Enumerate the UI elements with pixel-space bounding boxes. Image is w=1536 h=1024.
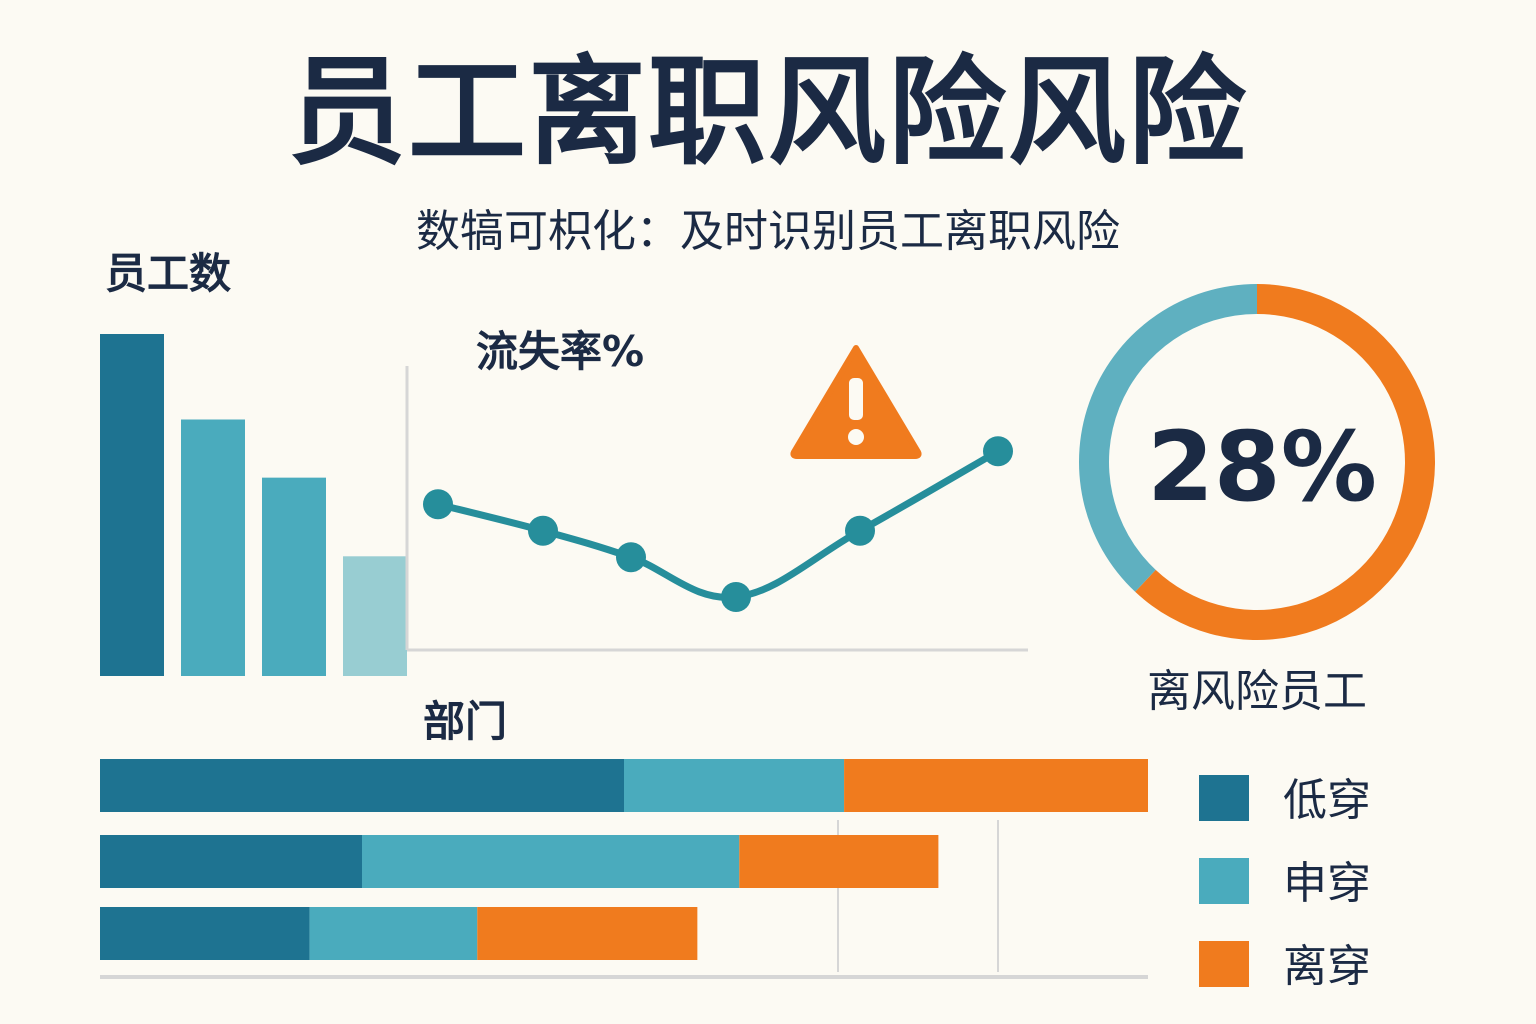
- line-point: [721, 582, 751, 612]
- donut-center-value: 28%: [1147, 411, 1377, 523]
- line-point: [983, 436, 1013, 467]
- hbar-segment: [309, 907, 478, 960]
- legend: 低穿 申穿 离穿: [1199, 775, 1371, 992]
- turnover-rate-chart: 流失率%: [405, 327, 1028, 652]
- hbar-segment: [100, 759, 624, 812]
- employee-count-chart: 员工数: [100, 249, 407, 676]
- legend-swatch-low: [1199, 775, 1249, 821]
- warning-triangle-icon: [790, 345, 922, 459]
- legend-swatch-mid: [1199, 858, 1249, 904]
- legend-label-low: 低穿: [1283, 775, 1371, 826]
- donut-hole: [1111, 316, 1403, 608]
- bar-chart-title: 员工数: [105, 249, 231, 298]
- bar-mark: [343, 556, 407, 676]
- hbar-segment: [624, 759, 845, 812]
- legend-label-mid: 申穿: [1283, 858, 1371, 909]
- hbar-segment: [100, 907, 310, 960]
- legend-label-high: 离穿: [1283, 941, 1371, 992]
- hbar-segment: [844, 759, 1148, 812]
- line-point: [423, 489, 453, 520]
- page-subtitle: 数犒可枳化：及时识别员工离职风险: [416, 206, 1120, 257]
- hbar-segment: [362, 835, 740, 888]
- bar-mark: [262, 477, 326, 676]
- hbar-chart-title: 部门: [423, 697, 507, 746]
- line-point: [845, 515, 875, 546]
- line-point: [616, 542, 646, 573]
- donut-slice: [1135, 284, 1436, 640]
- at-risk-donut-chart: 28% 离风险员工: [1079, 284, 1436, 717]
- bar-mark: [100, 334, 164, 676]
- department-risk-chart: 部门 低穿 申穿 离穿: [100, 697, 1371, 992]
- line-series: [434, 447, 1002, 601]
- page-title: 员工离职风险风险: [287, 43, 1248, 181]
- donut-caption: 离风险员工: [1147, 666, 1367, 717]
- bar-mark: [181, 419, 245, 676]
- hbar-segment: [477, 907, 698, 960]
- hbar-segment: [739, 835, 939, 888]
- legend-swatch-high: [1199, 941, 1249, 987]
- line-point: [528, 515, 558, 546]
- line-chart-title: 流失率%: [476, 327, 644, 376]
- hbar-segment: [100, 835, 362, 888]
- donut-slice: [1079, 284, 1257, 592]
